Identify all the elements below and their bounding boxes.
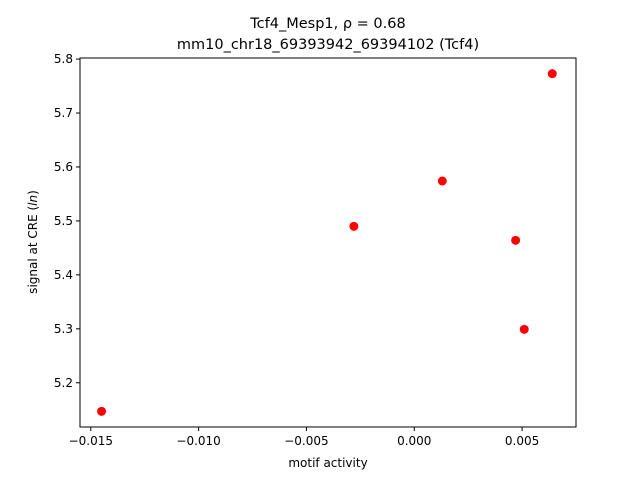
- y-tick-label: 5.5: [54, 214, 73, 228]
- x-tick-label: 0.000: [397, 434, 431, 448]
- y-tick-label: 5.8: [54, 52, 73, 66]
- y-axis-label: signal at CRE (ln): [26, 190, 40, 294]
- x-tick-label: −0.010: [176, 434, 220, 448]
- x-tick-label: −0.005: [284, 434, 328, 448]
- scatter-point: [547, 69, 557, 79]
- x-axis-label: motif activity: [288, 456, 367, 470]
- y-axis-ticks: 5.2 5.3 5.4 5.5 5.6 5.7 5.8: [54, 52, 80, 390]
- y-axis-label-italic: ln: [26, 195, 40, 206]
- y-tick-label: 5.4: [54, 268, 73, 282]
- data-points: [97, 69, 557, 416]
- y-tick-label: 5.6: [54, 160, 73, 174]
- y-tick-label: 5.3: [54, 322, 73, 336]
- x-tick-label: −0.015: [69, 434, 113, 448]
- x-axis-ticks: −0.015 −0.010 −0.005 0.000 0.005: [69, 427, 539, 448]
- y-tick-label: 5.7: [54, 106, 73, 120]
- y-axis-label-suffix: ): [26, 190, 40, 195]
- y-axis-label-prefix: signal at CRE (: [26, 206, 40, 294]
- scatter-point: [511, 235, 521, 245]
- scatter-point: [519, 324, 529, 334]
- scatter-point: [437, 176, 447, 186]
- y-tick-label: 5.2: [54, 376, 73, 390]
- chart-title-line1: Tcf4_Mesp1, ρ = 0.68: [249, 16, 405, 32]
- scatter-point: [97, 406, 107, 416]
- plot-frame: [79, 57, 577, 428]
- chart-title-line2: mm10_chr18_69393942_69394102 (Tcf4): [177, 37, 479, 53]
- x-tick-label: 0.005: [505, 434, 539, 448]
- scatter-point: [349, 221, 359, 231]
